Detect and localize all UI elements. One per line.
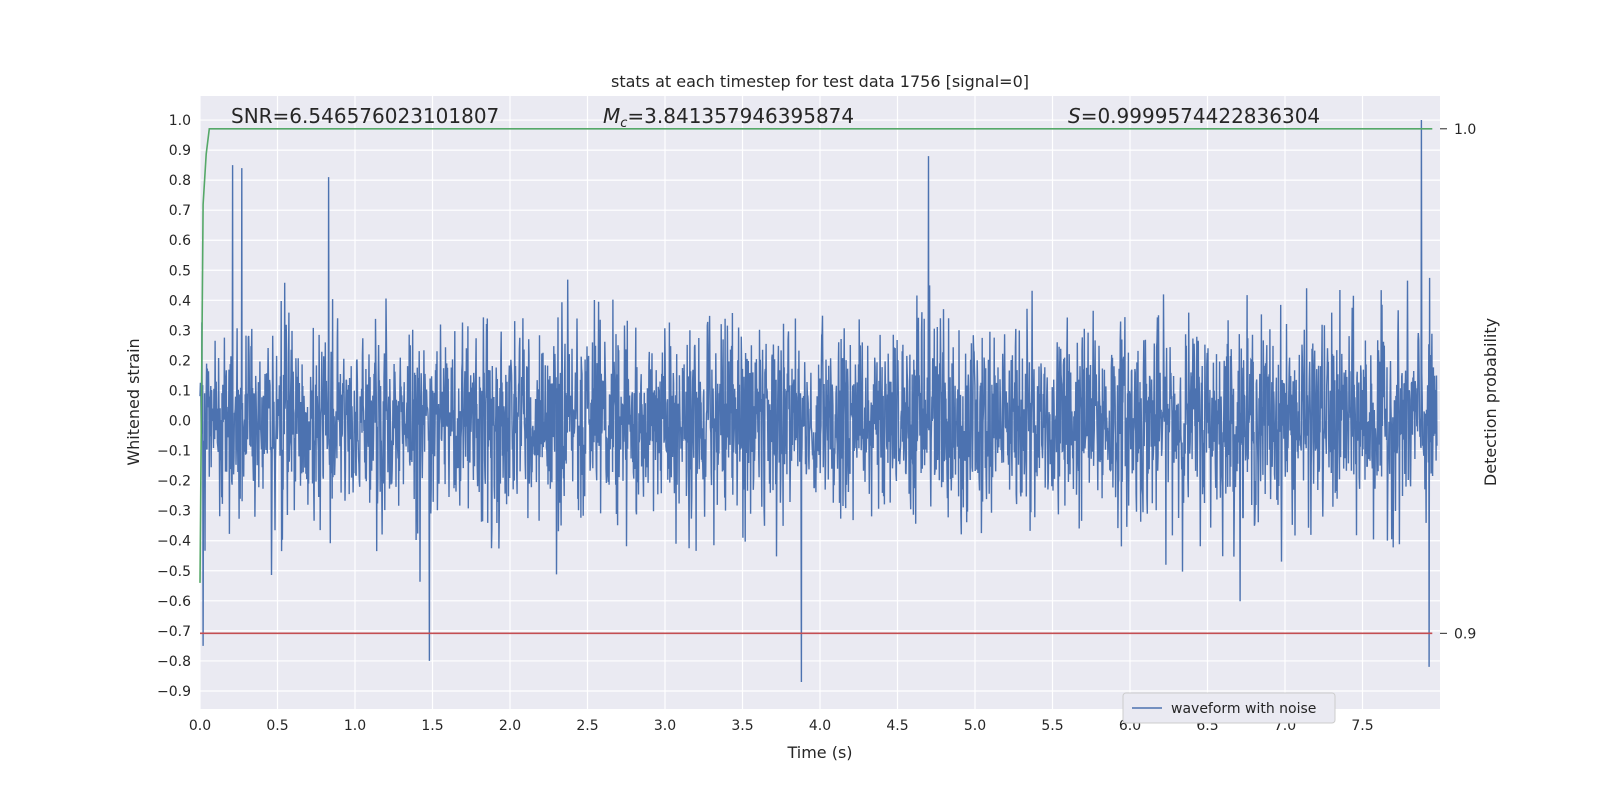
- y-tick-label: 0.0: [169, 414, 191, 430]
- y-tick-label: −0.9: [157, 684, 191, 700]
- series-layer: [199, 119, 1438, 683]
- detection-probability-line: [199, 128, 1433, 583]
- snr-annotation: SNR=6.546576023101807: [231, 104, 499, 128]
- y-tick-label: 0.1: [169, 383, 191, 399]
- y-axis-label: Whitened strain: [124, 338, 143, 465]
- x-tick-label: 2.5: [576, 718, 598, 734]
- y-tick-label: −0.6: [157, 594, 191, 610]
- x-tick-label: 5.0: [964, 718, 986, 734]
- s-symbol: S: [1068, 104, 1081, 128]
- y-tick-label: 0.4: [169, 293, 191, 309]
- x-tick-label: 3.0: [654, 718, 676, 734]
- y-tick-label: 0.2: [169, 353, 191, 369]
- mc-value: =3.841357946395874: [627, 104, 854, 128]
- x-tick-label: 1.5: [421, 718, 443, 734]
- x-tick-label: 0.5: [266, 718, 288, 734]
- legend: waveform with noise: [1122, 692, 1336, 724]
- right-tick-label: 0.9: [1454, 626, 1476, 642]
- legend-box: [1122, 692, 1336, 724]
- mc-subscript: c: [620, 116, 627, 131]
- y-axis-right-label: Detection probability: [1481, 318, 1500, 486]
- y-tick-label: 0.3: [169, 323, 191, 339]
- y-tick-label: −0.7: [157, 624, 191, 640]
- y-tick-label: 0.6: [169, 233, 191, 249]
- y-tick-label: −0.4: [157, 534, 191, 550]
- y-tick-label: −0.2: [157, 474, 191, 490]
- right-tick-label: 1.0: [1454, 122, 1476, 138]
- y-tick-label: 0.5: [169, 263, 191, 279]
- y-tick-label: −0.1: [157, 444, 191, 460]
- chart-title: stats at each timestep for test data 175…: [611, 72, 1029, 91]
- s-value: =0.9999574422836304: [1081, 104, 1320, 128]
- legend-label-waveform: waveform with noise: [1171, 701, 1316, 717]
- x-tick-label: 4.0: [809, 718, 831, 734]
- x-tick-label: 7.5: [1351, 718, 1373, 734]
- x-tick-label: 0.0: [189, 718, 211, 734]
- y-tick-label: 1.0: [169, 113, 191, 129]
- x-axis-label: Time (s): [786, 743, 852, 762]
- chirp-mass-annotation: Mc=3.841357946395874: [603, 104, 854, 131]
- x-tick-label: 5.5: [1041, 718, 1063, 734]
- x-tick-label: 2.0: [499, 718, 521, 734]
- ticks: 0.0 0.5 1.0 1.5 2.0 2.5 3.0 3.5 4.0 4.5 5.0 5.5 6.0 6…: [157, 113, 1476, 734]
- y-tick-label: 0.7: [169, 203, 191, 219]
- y-tick-label: −0.3: [157, 504, 191, 520]
- waveform-series-line: [199, 119, 1438, 683]
- mc-symbol: M: [603, 104, 620, 128]
- x-tick-label: 3.5: [731, 718, 753, 734]
- x-tick-label: 1.0: [344, 718, 366, 734]
- y-tick-label: −0.5: [157, 564, 191, 580]
- y-tick-label: 0.8: [169, 173, 191, 189]
- y-tick-label: −0.8: [157, 654, 191, 670]
- x-tick-label: 4.5: [886, 718, 908, 734]
- detection-stat-annotation: S=0.9999574422836304: [1068, 104, 1320, 128]
- y-tick-label: 0.9: [169, 143, 191, 159]
